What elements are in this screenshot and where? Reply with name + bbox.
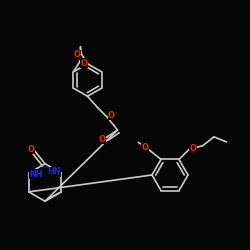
Text: O: O bbox=[99, 134, 106, 143]
Text: O: O bbox=[73, 50, 80, 59]
Text: O: O bbox=[141, 144, 148, 152]
Text: O: O bbox=[189, 144, 196, 153]
Text: O: O bbox=[108, 111, 115, 120]
Text: O: O bbox=[28, 145, 35, 154]
Text: O: O bbox=[81, 58, 88, 68]
Text: NH: NH bbox=[29, 170, 42, 179]
Text: HN: HN bbox=[48, 168, 61, 176]
